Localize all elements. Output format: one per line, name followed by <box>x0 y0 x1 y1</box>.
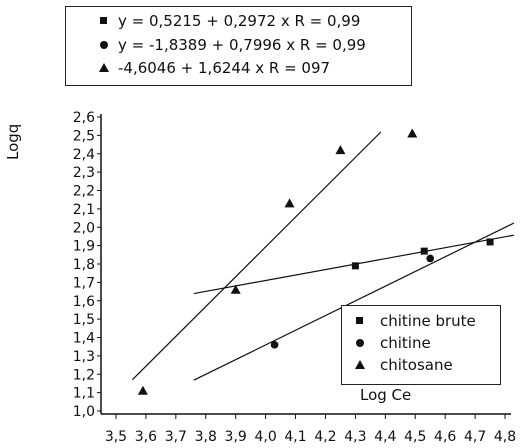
data-point-square <box>420 247 428 255</box>
axes: 1,0 1,1 1,2 1,3 1,4 1,5 1,6 1,7 1,8 1,9 2,0 2,1 2,2 2… <box>73 110 516 445</box>
y-tick-label: 1,3 <box>73 349 95 365</box>
equation-row-triangle: -4,6046 + 1,6244 x R = 097 <box>66 58 411 78</box>
square-marker-icon <box>96 11 112 31</box>
equation-text: -4,6046 + 1,6244 x R = 097 <box>118 59 331 77</box>
triangle-marker-icon <box>352 355 366 375</box>
y-tick-label: 1,0 <box>73 404 95 420</box>
y-tick-label: 2,2 <box>73 184 95 200</box>
x-tick-label: 4,5 <box>404 429 426 445</box>
data-point-square <box>351 262 359 270</box>
equation-row-circle: y = -1,8389 + 0,7996 x R = 0,99 <box>66 35 411 55</box>
fit-line <box>132 131 382 381</box>
data-point-triangle <box>335 145 346 155</box>
equation-text: y = 0,5215 + 0,2972 x R = 0,99 <box>118 12 361 30</box>
legend-item-chitine-brute: chitine brute <box>342 311 500 331</box>
data-point-square <box>486 238 494 246</box>
triangle-marker-icon <box>96 58 112 78</box>
y-tick-label: 2,1 <box>73 202 95 218</box>
legend-label: chitine brute <box>380 312 476 330</box>
y-tick-label: 1,9 <box>73 239 95 255</box>
x-tick-label: 3,6 <box>135 429 157 445</box>
circle-marker-icon <box>96 35 112 55</box>
y-tick-label: 1,4 <box>73 331 95 347</box>
data-point-triangle <box>407 128 418 138</box>
y-tick-label: 1,8 <box>73 257 95 273</box>
data-point-circle <box>426 254 435 263</box>
y-tick-label: 2,0 <box>73 220 95 236</box>
x-tick-label: 3,5 <box>105 429 127 445</box>
x-tick-label: 3,8 <box>195 429 217 445</box>
legend-item-chitine: chitine <box>342 333 500 353</box>
x-tick-label: 4,3 <box>344 429 366 445</box>
x-axis-label: Log Ce <box>360 386 412 404</box>
equation-box: y = 0,5215 + 0,2972 x R = 0,99 y = -1,83… <box>65 6 412 86</box>
y-tick-label: 1,5 <box>73 312 95 328</box>
circle-marker-icon <box>352 333 366 353</box>
legend-label: chitine <box>380 334 431 352</box>
square-marker-icon <box>352 311 366 331</box>
y-tick-label: 2,4 <box>73 147 95 163</box>
legend-label: chitosane <box>380 356 453 374</box>
fit-line <box>193 222 515 381</box>
y-tick-label: 1,2 <box>73 367 95 383</box>
equation-row-square: y = 0,5215 + 0,2972 x R = 0,99 <box>66 11 411 31</box>
data-points <box>137 128 494 395</box>
x-tick-label: 3,9 <box>225 429 247 445</box>
y-tick-label: 2,6 <box>73 110 95 126</box>
x-tick-label: 4,0 <box>254 429 276 445</box>
x-tick-label: 4,1 <box>284 429 306 445</box>
x-tick-label: 4,7 <box>464 429 486 445</box>
x-tick-label: 4,6 <box>434 429 456 445</box>
equation-text: y = -1,8389 + 0,7996 x R = 0,99 <box>118 36 366 54</box>
data-point-triangle <box>284 198 295 208</box>
y-tick-label: 2,5 <box>73 128 95 144</box>
x-tick-label: 4,4 <box>374 429 396 445</box>
data-point-circle <box>270 341 279 349</box>
y-tick-label: 1,7 <box>73 275 95 291</box>
data-point-triangle <box>230 284 241 294</box>
x-tick-label: 3,7 <box>165 429 187 445</box>
y-tick-label: 1,1 <box>73 386 95 402</box>
y-axis-label: Logq <box>4 123 22 160</box>
y-tick-label: 1,6 <box>73 294 95 310</box>
legend: chitine brute chitine chitosane <box>341 305 501 385</box>
data-point-triangle <box>137 385 148 395</box>
y-tick-label: 2,3 <box>73 165 95 181</box>
x-tick-label: 4,8 <box>494 429 516 445</box>
x-tick-label: 4,2 <box>314 429 336 445</box>
legend-item-chitosane: chitosane <box>342 355 500 375</box>
